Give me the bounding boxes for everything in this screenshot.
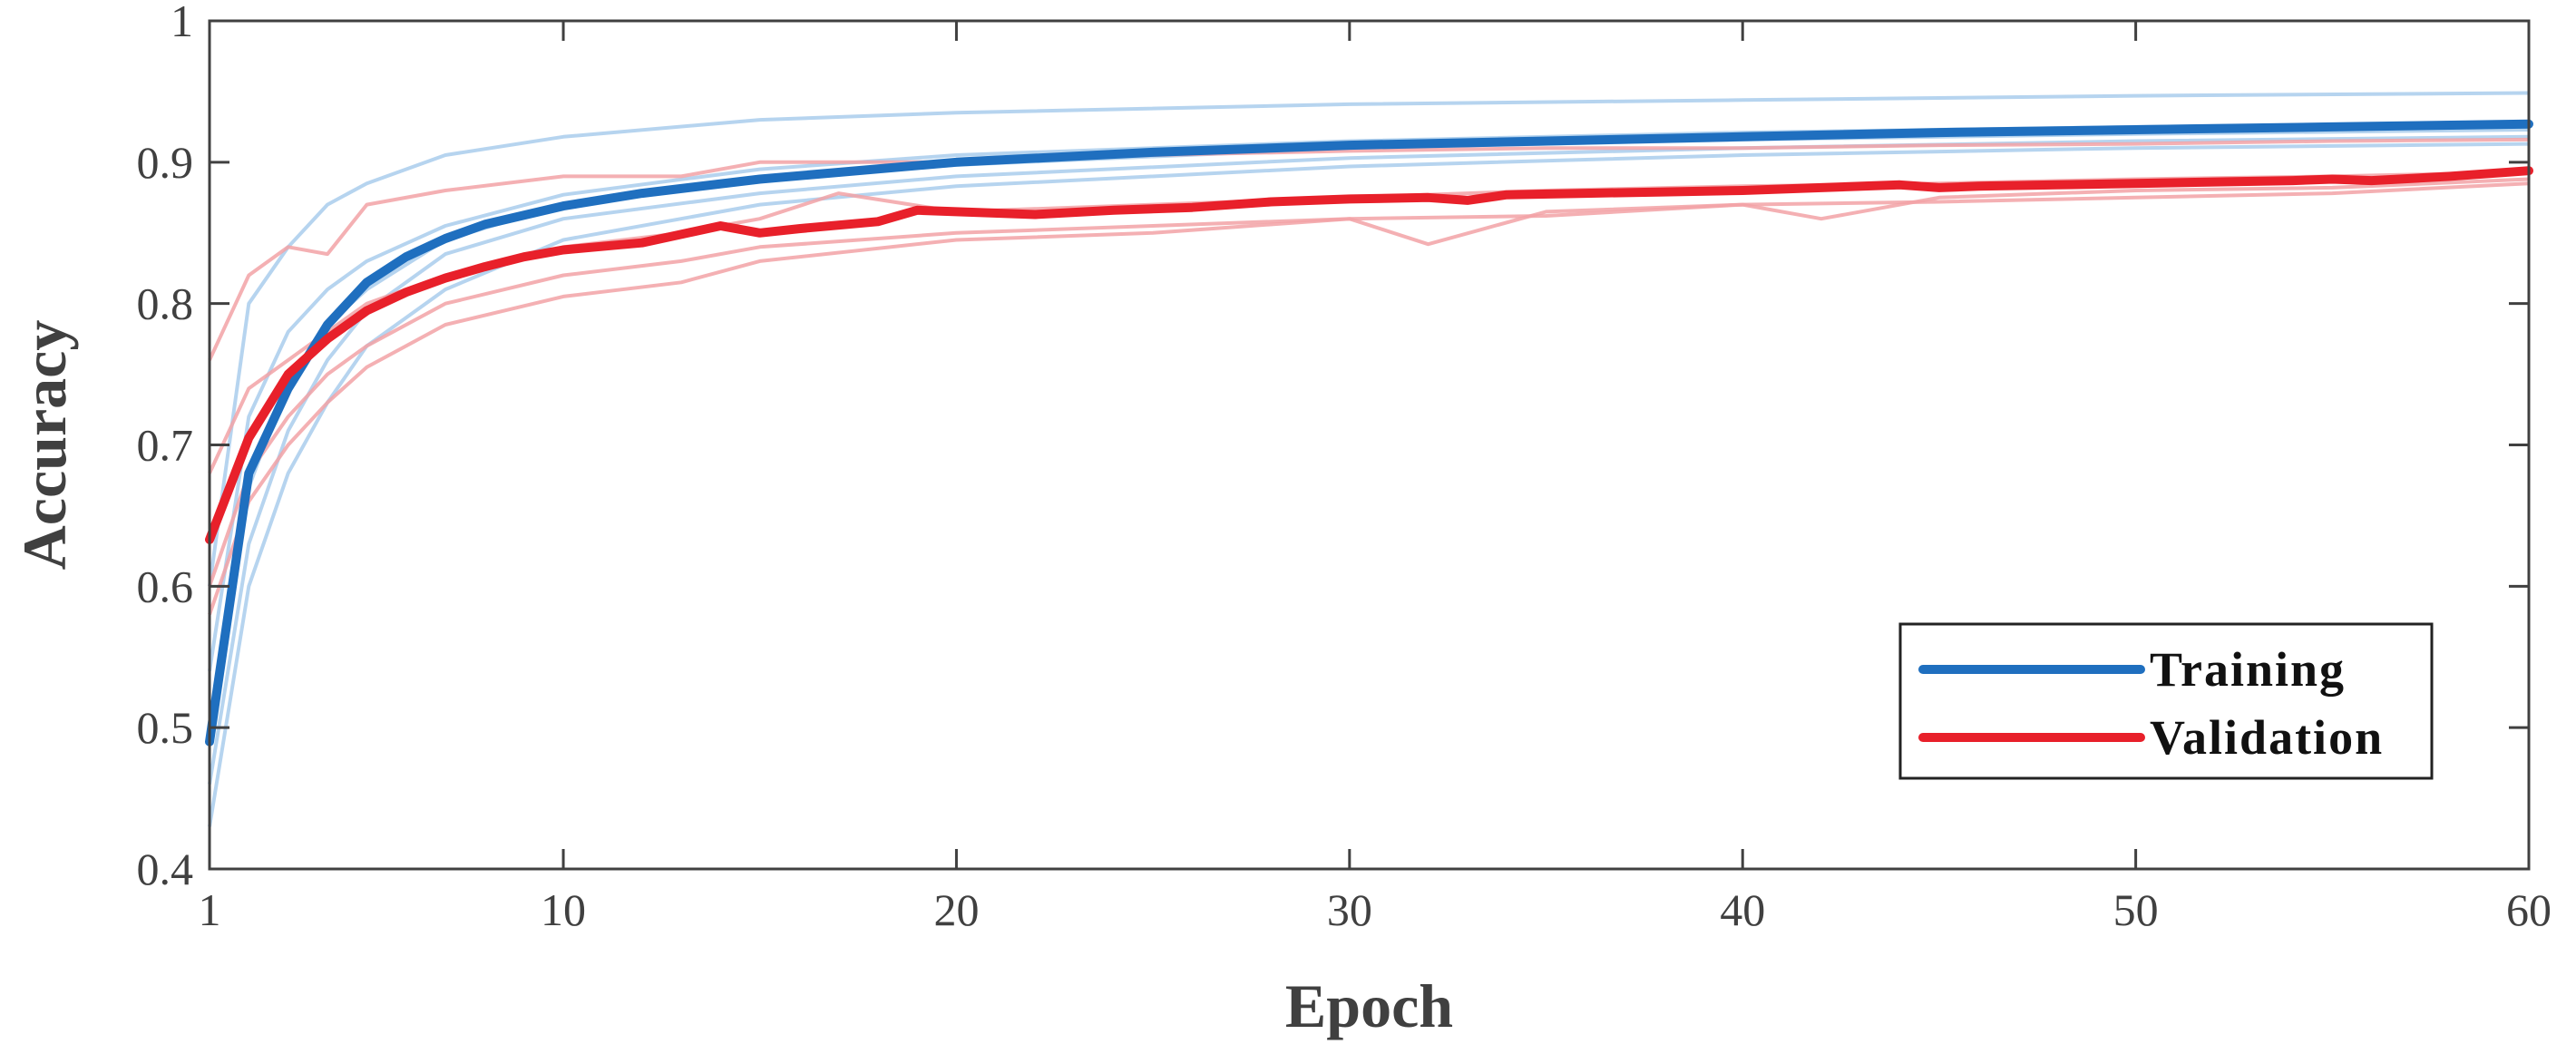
legend-label-training: Training [2150,642,2346,697]
legend: Training Validation [1898,622,2434,780]
validation-run-line-5 [208,181,2530,616]
validation-run-line-8 [208,137,2530,361]
y-tick-label-2: 0.6 [137,561,194,611]
y-tick-label-5: 0.9 [137,137,194,188]
mean-curves [205,119,2533,747]
legend-label-validation: Validation [2150,710,2384,765]
validation-mean-line [205,166,2533,544]
x-tick-label-60: 60 [2506,884,2552,935]
tick-labels: 1 10 20 30 40 50 60 0.4 0.5 0.6 0.7 0.8 0.9 1 [137,0,2552,935]
axis-ticks [208,19,2531,871]
x-tick-label-30: 30 [1327,884,1372,935]
y-tick-label-3: 0.7 [137,420,194,471]
y-tick-label-4: 0.8 [137,278,194,329]
legend-box [1898,622,2434,780]
y-axis-title: Accuracy [10,320,79,571]
validation-run-line-6 [208,177,2530,587]
x-tick-label-40: 40 [1720,884,1765,935]
training-run-line-0 [208,142,2530,827]
y-tick-label-1: 0.5 [137,702,194,753]
y-tick-label-0: 0.4 [137,844,194,894]
training-mean-line [205,119,2533,747]
x-tick-label-20: 20 [933,884,979,935]
x-tick-label-1: 1 [199,884,221,935]
x-tick-label-50: 50 [2113,884,2159,935]
x-tick-label-10: 10 [541,884,586,935]
x-axis-title: Epoch [1285,971,1453,1040]
y-tick-label-6: 1 [171,0,193,46]
